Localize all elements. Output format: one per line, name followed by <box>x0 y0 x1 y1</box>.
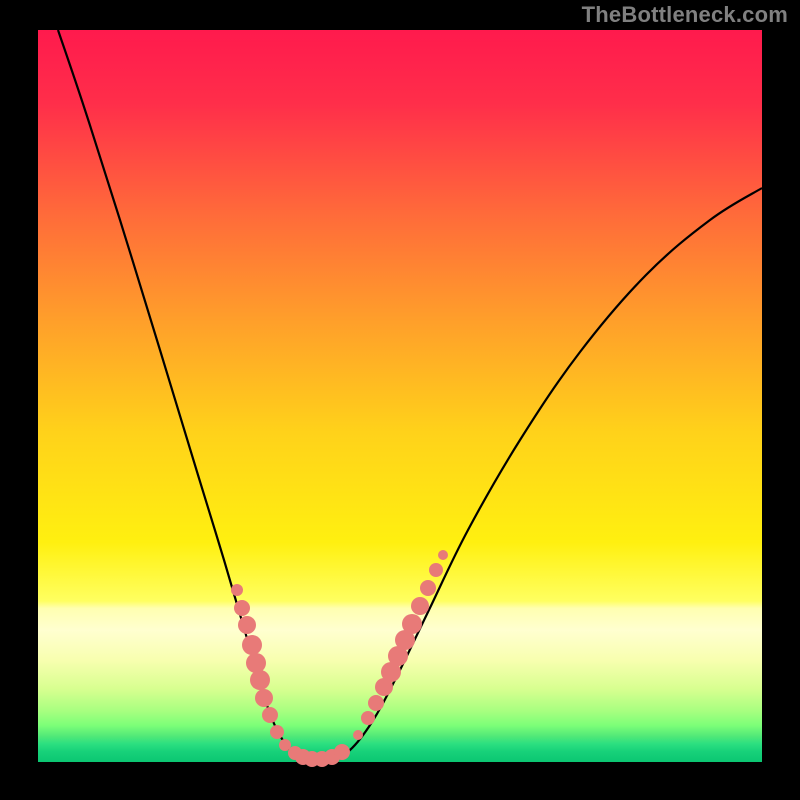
marker-dot <box>255 689 273 707</box>
marker-dot <box>250 670 270 690</box>
marker-dot <box>234 600 250 616</box>
marker-dot <box>411 597 429 615</box>
marker-dot <box>242 635 262 655</box>
marker-dot <box>231 584 243 596</box>
marker-dot <box>246 653 266 673</box>
watermark-text: TheBottleneck.com <box>582 2 788 28</box>
marker-dot <box>402 614 422 634</box>
marker-dot <box>420 580 436 596</box>
marker-dot <box>262 707 278 723</box>
marker-dot <box>438 550 448 560</box>
marker-dot <box>353 730 363 740</box>
marker-dot <box>270 725 284 739</box>
marker-dot <box>361 711 375 725</box>
marker-dot <box>368 695 384 711</box>
bottleneck-chart <box>0 0 800 800</box>
marker-dot <box>429 563 443 577</box>
marker-dot <box>238 616 256 634</box>
marker-dot <box>334 744 350 760</box>
